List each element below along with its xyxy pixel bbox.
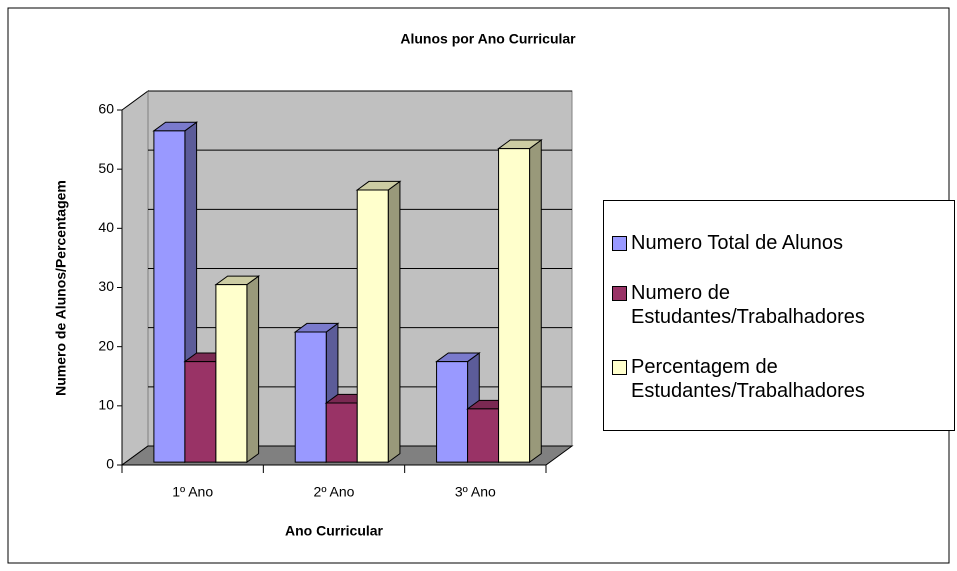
x-tick-label: 1º Ano	[172, 484, 213, 500]
x-tick-label: 3º Ano	[455, 484, 496, 500]
legend-swatch	[612, 286, 627, 301]
legend-label: Numero Total de Alunos	[631, 232, 843, 254]
legend-label: Numero de Estudantes/Trabalhadores	[631, 282, 865, 328]
y-axis-title: Numero de Alunos/Percentagem	[53, 180, 69, 396]
bar	[498, 148, 531, 463]
y-tick-label: 10	[98, 397, 114, 413]
bar	[153, 130, 186, 463]
y-tick-label: 50	[98, 160, 114, 176]
legend-item: Numero Total de Alunos	[612, 231, 954, 255]
y-tick-label: 0	[106, 456, 114, 472]
y-tick-label: 30	[98, 278, 114, 294]
legend-item: Numero de Estudantes/Trabalhadores	[612, 281, 954, 329]
bar-side	[246, 275, 260, 464]
y-tick-label: 60	[98, 101, 114, 117]
legend-item: Percentagem de Estudantes/Trabalhadores	[612, 355, 954, 403]
chart-title: Alunos por Ano Curricular	[400, 31, 576, 47]
bar	[215, 284, 248, 463]
side-wall	[121, 90, 149, 466]
bar-side	[529, 139, 542, 464]
legend-swatch	[612, 236, 627, 251]
x-tick-label: 2º Ano	[314, 484, 355, 500]
bar	[294, 331, 327, 463]
bar	[325, 402, 358, 463]
legend-label: Percentagem de Estudantes/Trabalhadores	[631, 356, 865, 402]
bar	[467, 408, 500, 463]
bar	[184, 361, 217, 463]
legend: Numero Total de Alunos Numero de Estudant…	[603, 200, 955, 431]
bar-side	[387, 180, 401, 464]
x-axis-title: Ano Curricular	[285, 523, 384, 539]
bar	[436, 361, 469, 463]
bar	[356, 189, 389, 463]
y-tick-label: 20	[98, 337, 114, 353]
legend-swatch	[612, 360, 627, 375]
y-tick-label: 40	[98, 219, 114, 235]
